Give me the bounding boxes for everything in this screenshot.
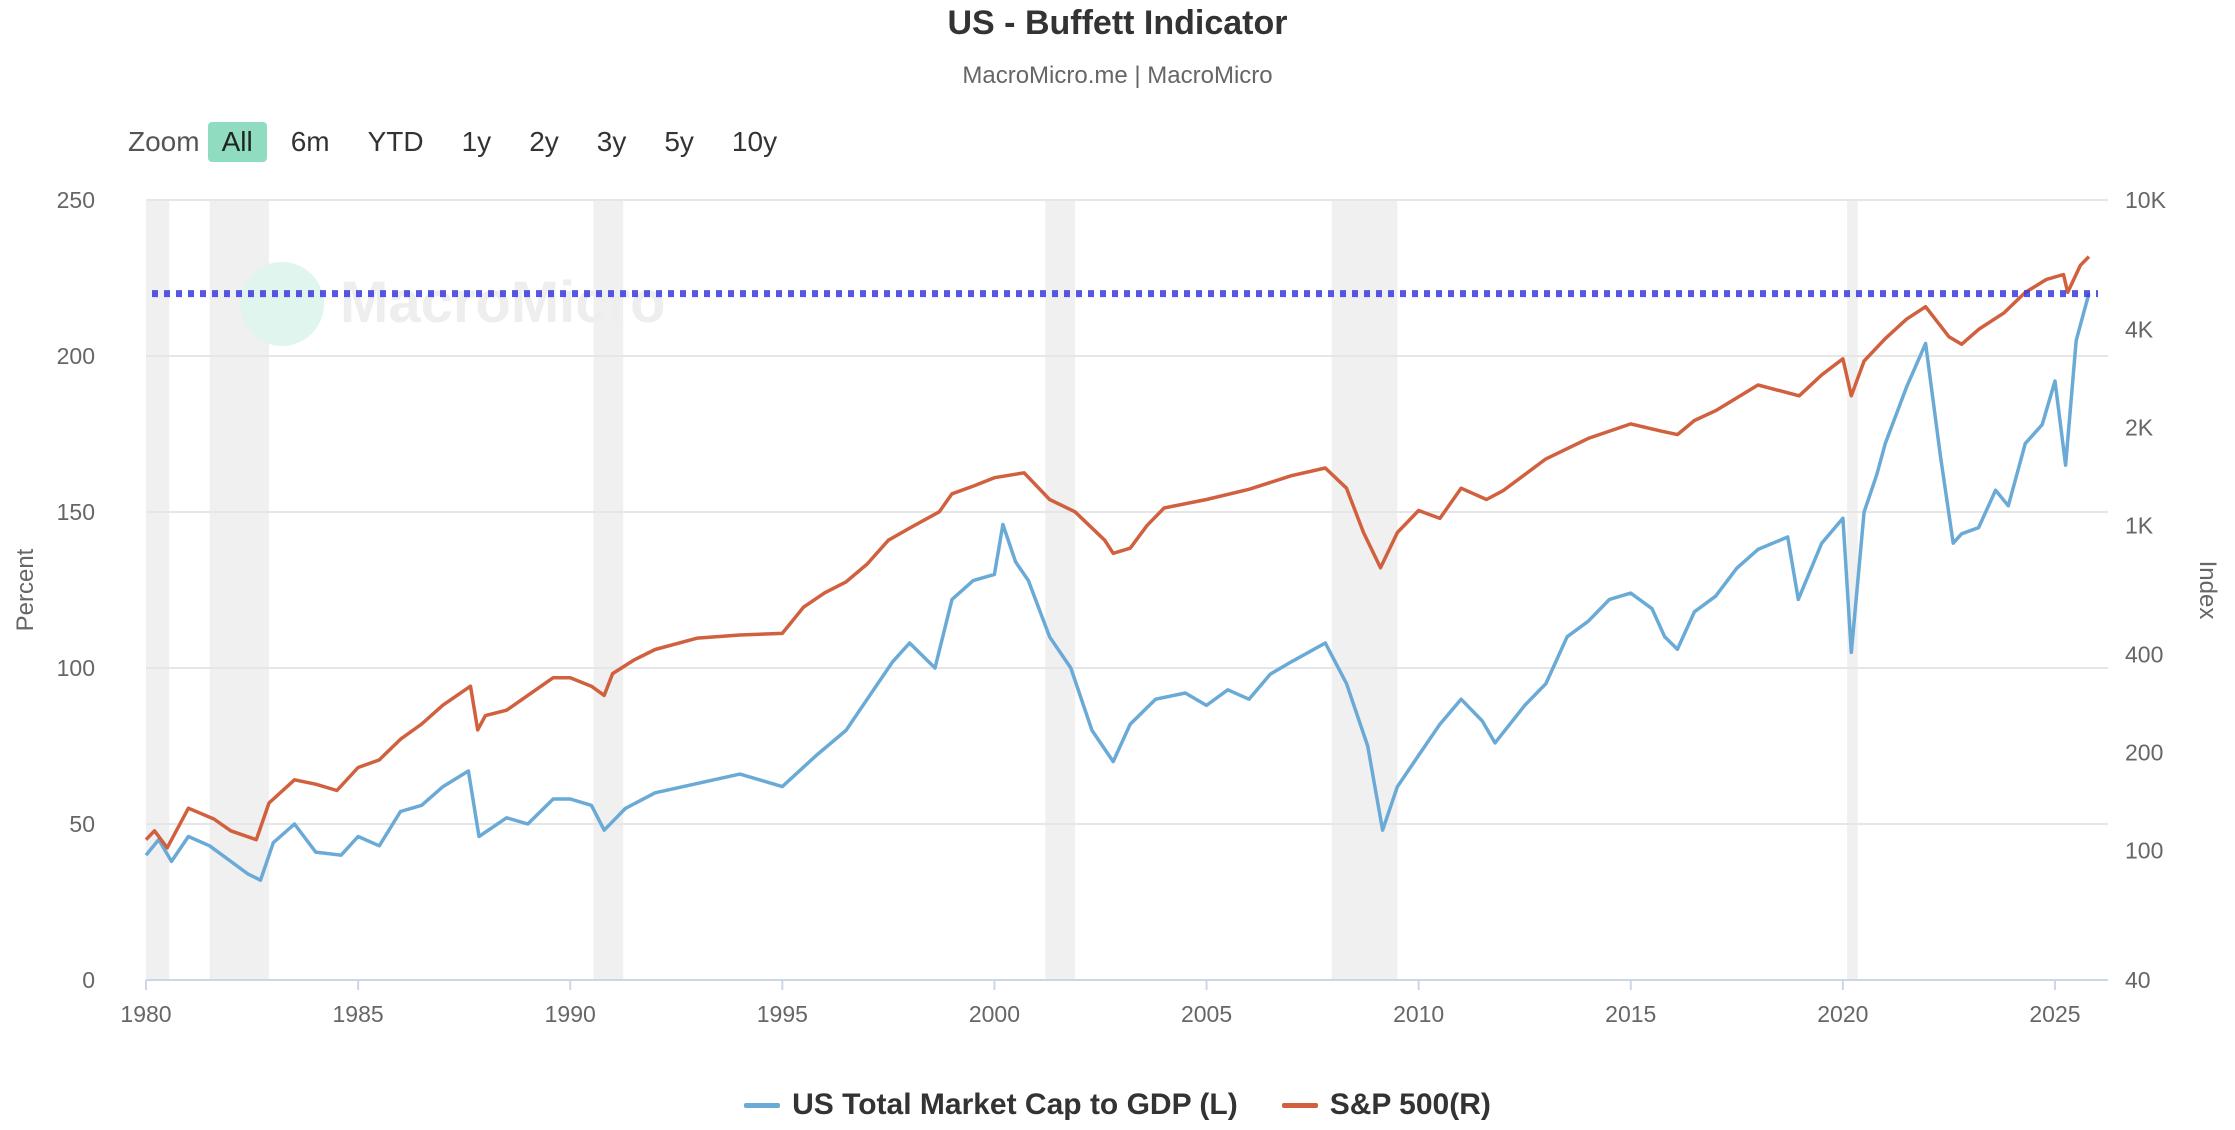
chart-title: US - Buffett Indicator <box>947 4 1288 42</box>
recession-band <box>1847 200 1858 980</box>
zoom-bar: Zoom All 6m YTD 1y 2y 3y 5y 10y <box>128 122 801 162</box>
chart-subtitle: MacroMicro.me | MacroMicro <box>962 62 1273 89</box>
y-left-axis-title: Percent <box>12 548 39 631</box>
x-tick-label: 2010 <box>1393 1001 1444 1027</box>
x-tick-label: 1990 <box>545 1001 596 1027</box>
x-tick-label: 2005 <box>1181 1001 1232 1027</box>
x-tick-label: 1995 <box>757 1001 808 1027</box>
series-line-market-cap <box>144 293 2091 882</box>
watermark-text: MacroMicro <box>340 270 666 335</box>
y-right-tick-label: 100 <box>2125 838 2163 864</box>
zoom-2y-button[interactable]: 2y <box>529 126 559 157</box>
recession-band <box>146 200 170 980</box>
recession-band <box>1331 200 1398 980</box>
legend-swatch-sp500 <box>1281 1102 1318 1108</box>
y-right-tick-label: 40 <box>2125 967 2151 993</box>
watermark-logo-icon <box>240 262 324 346</box>
zoom-6m-button[interactable]: 6m <box>290 126 330 157</box>
y-right-tick-label: 400 <box>2125 642 2163 668</box>
grid-lines <box>146 199 2108 825</box>
zoom-all-button[interactable]: All <box>207 122 267 162</box>
axes: 0 50 100 150 200 250 40 100 200 400 1K 2K 4K 10K 1980 1… <box>57 187 2167 1027</box>
y-right-axis-title: Index <box>2194 561 2221 620</box>
y-right-tick-label: 200 <box>2125 740 2163 766</box>
x-tick-label: 2000 <box>969 1001 1020 1027</box>
y-left-tick-label: 150 <box>57 499 95 525</box>
zoom-5y-button[interactable]: 5y <box>664 126 694 157</box>
series-layer <box>144 255 2091 882</box>
y-right-tick-label: 1K <box>2125 512 2154 538</box>
y-left-tick-label: 50 <box>69 811 95 837</box>
y-right-tick-label: 2K <box>2125 414 2154 440</box>
x-tick-label: 1980 <box>120 1001 171 1027</box>
legend: US Total Market Cap to GDP (L) S&P 500(R… <box>0 1088 2235 1122</box>
x-tick-label: 2015 <box>1605 1001 1656 1027</box>
recession-band <box>593 200 624 980</box>
y-right-tick-label: 10K <box>2125 187 2167 213</box>
legend-label-market-cap: US Total Market Cap to GDP (L) <box>792 1088 1238 1121</box>
legend-swatch-market-cap <box>744 1102 781 1108</box>
x-tick-label: 2020 <box>1817 1001 1868 1027</box>
y-left-tick-label: 0 <box>82 967 95 993</box>
x-tick-label: 2025 <box>2029 1001 2080 1027</box>
zoom-3y-button[interactable]: 3y <box>596 126 627 157</box>
recession-band <box>1045 200 1076 980</box>
y-right-tick-label: 4K <box>2125 316 2154 342</box>
x-tick-label: 1985 <box>333 1001 384 1027</box>
legend-label-sp500: S&P 500(R) <box>1329 1088 1491 1121</box>
zoom-1y-button[interactable]: 1y <box>461 126 492 157</box>
zoom-10y-button[interactable]: 10y <box>731 126 778 157</box>
zoom-ytd-button[interactable]: YTD <box>367 126 424 157</box>
legend-item-sp500[interactable]: S&P 500(R) <box>1281 1088 1491 1122</box>
y-left-tick-label: 100 <box>57 655 95 681</box>
y-left-tick-label: 200 <box>57 343 95 369</box>
zoom-label: Zoom <box>128 126 200 157</box>
series-line-sp500 <box>144 255 2091 850</box>
watermark: MacroMicro <box>240 262 666 346</box>
legend-item-market-cap[interactable]: US Total Market Cap to GDP (L) <box>744 1088 1238 1122</box>
y-left-tick-label: 250 <box>57 187 95 213</box>
recession-bands <box>146 200 1858 980</box>
